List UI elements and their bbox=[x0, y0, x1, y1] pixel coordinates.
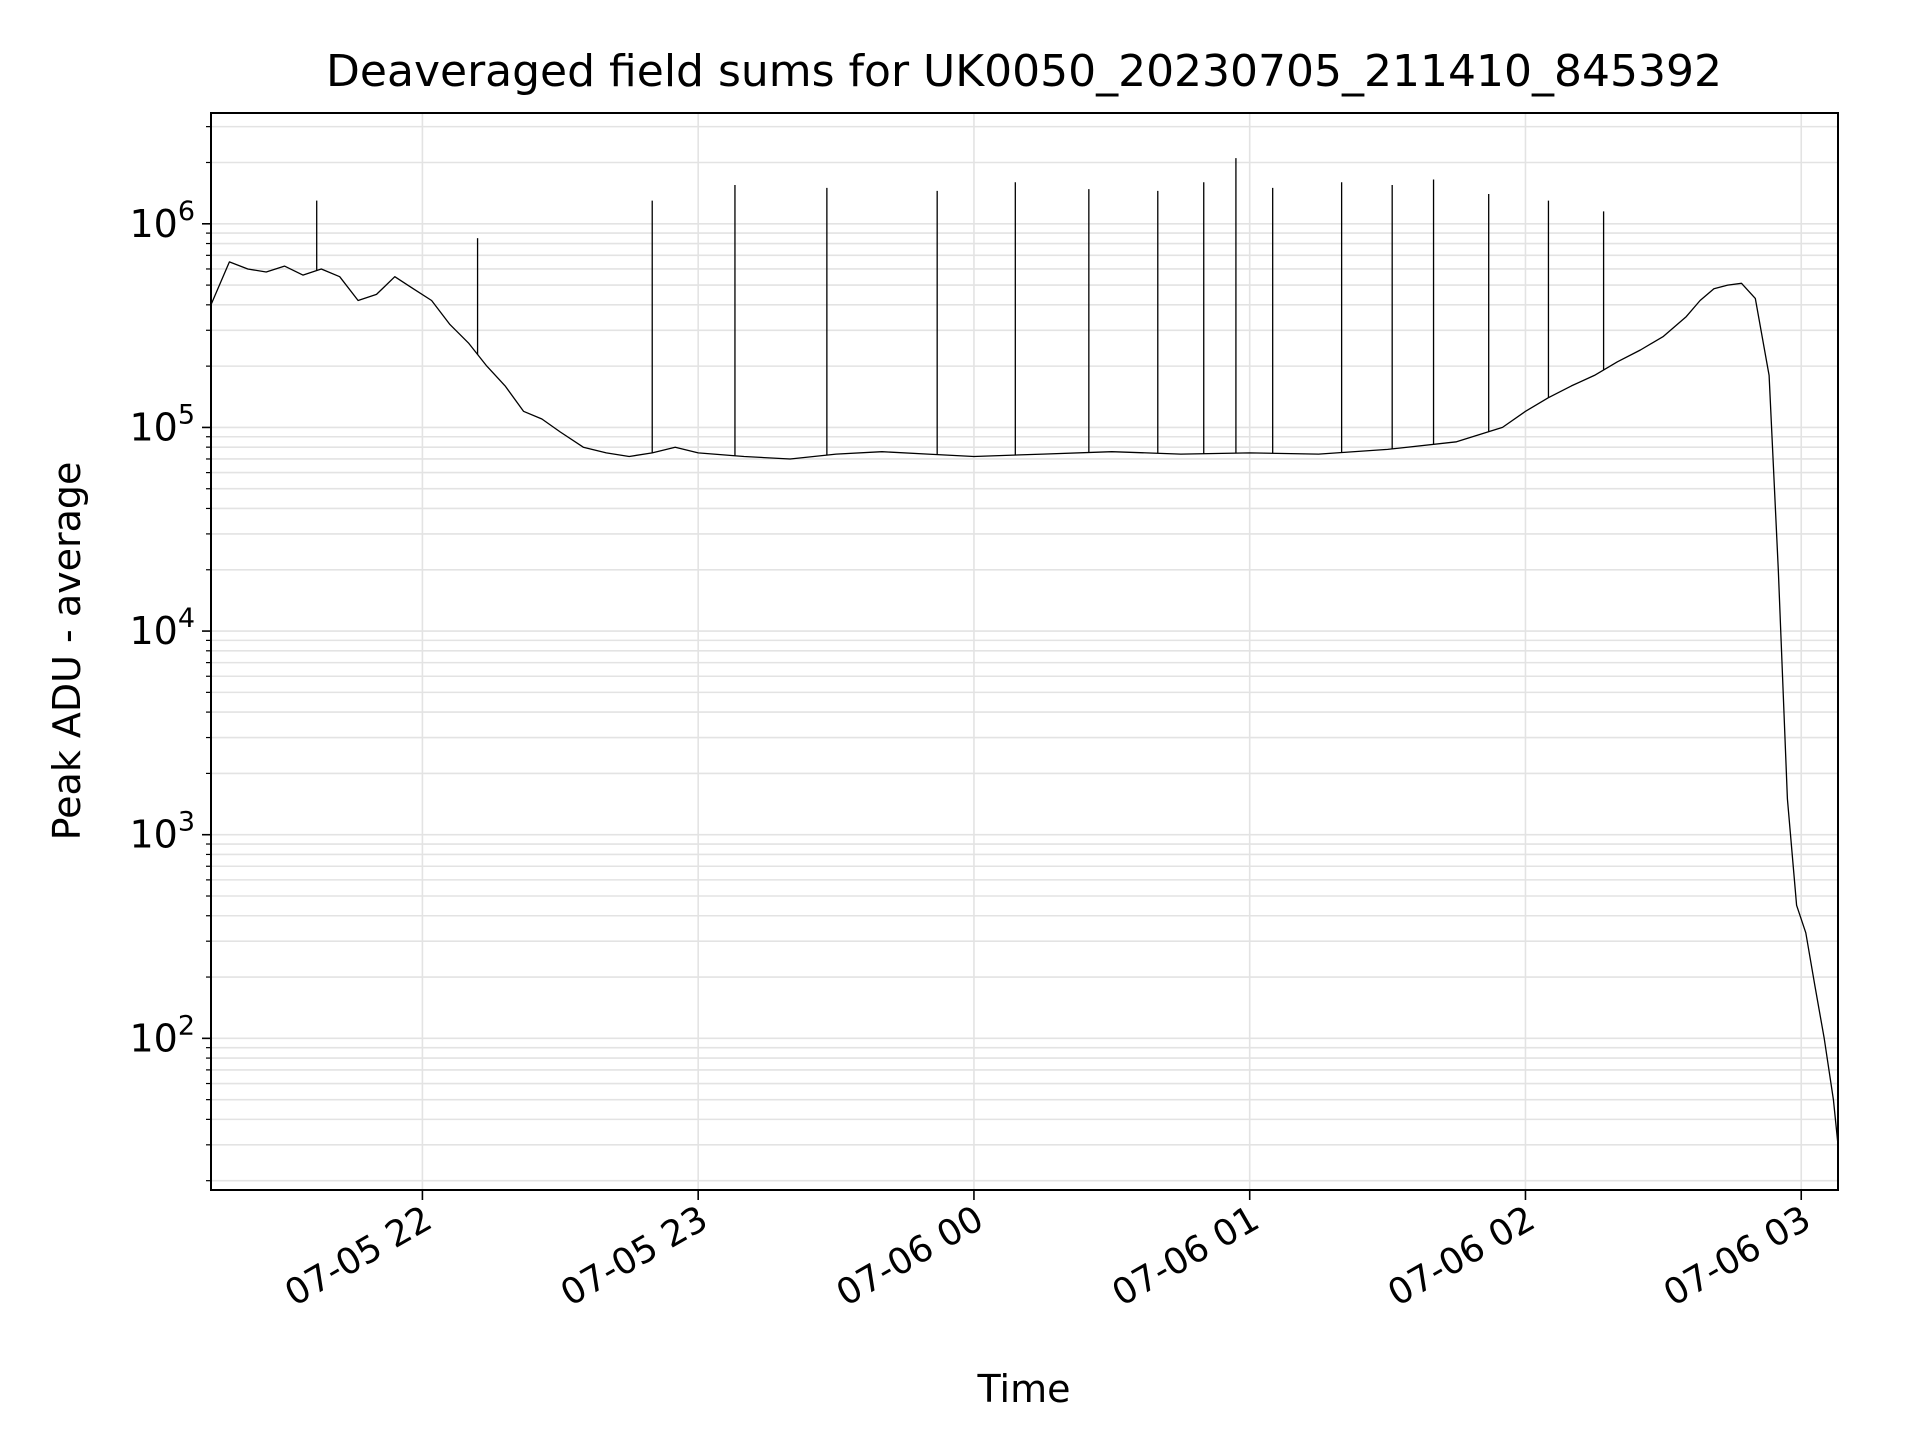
y-tick-label: 102 bbox=[129, 1010, 195, 1060]
series-layer bbox=[210, 158, 1839, 1145]
x-axis-label: Time bbox=[977, 1367, 1071, 1411]
y-tick-label: 104 bbox=[129, 603, 195, 653]
y-axis-label: Peak ADU - average bbox=[45, 462, 89, 841]
plot-frame bbox=[210, 112, 1839, 1191]
y-tick-label: 103 bbox=[129, 807, 195, 857]
grid-lines bbox=[211, 113, 1838, 1190]
chart-title: Deaveraged field sums for UK0050_2023070… bbox=[326, 46, 1722, 97]
y-tick-label: 106 bbox=[129, 196, 195, 246]
axis-ticks bbox=[202, 126, 1803, 1200]
y-tick-label: 105 bbox=[129, 399, 195, 449]
series-line bbox=[210, 261, 1839, 1145]
